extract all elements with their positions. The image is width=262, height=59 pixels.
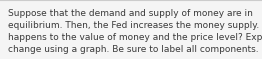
Text: Suppose that the demand and supply of money are in
equilibrium. Then, the Fed in: Suppose that the demand and supply of mo…	[8, 9, 262, 54]
